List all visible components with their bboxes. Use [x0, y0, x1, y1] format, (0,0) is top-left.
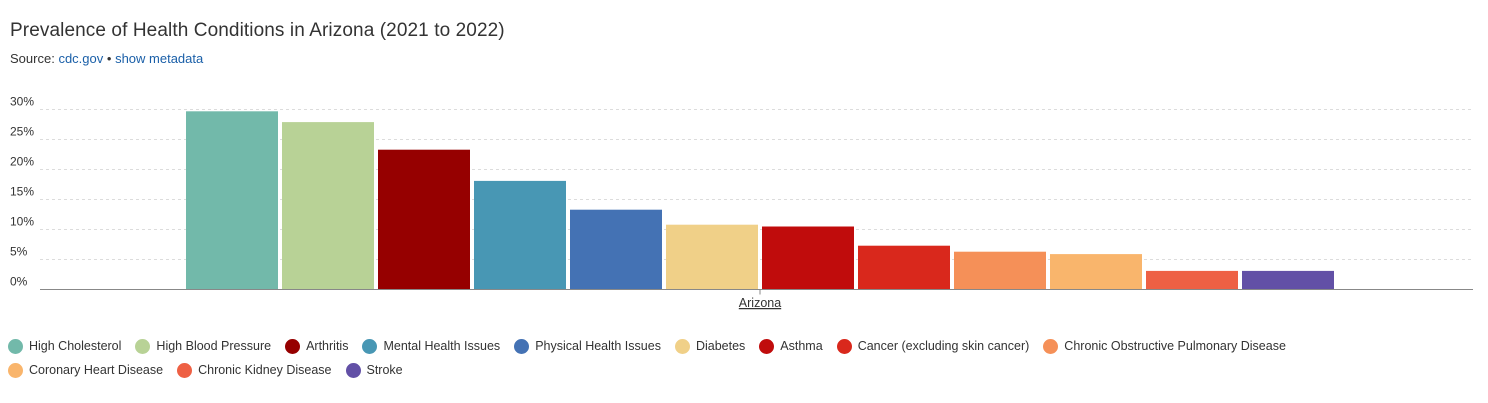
chart-title: Prevalence of Health Conditions in Arizo…: [10, 20, 505, 41]
legend-label: Coronary Heart Disease: [29, 363, 164, 377]
legend-label: Arthritis: [306, 339, 349, 353]
bar-stroke: [1242, 270, 1334, 290]
bar-coronary-heart-disease: [1050, 254, 1142, 290]
bar-asthma: [762, 226, 854, 290]
y-tick-label: 30%: [10, 95, 34, 109]
legend-item[interactable]: High Cholesterol: [8, 338, 121, 354]
legend-label: Diabetes: [695, 339, 746, 353]
legend-swatch: [285, 338, 301, 354]
y-tick-label: 10%: [10, 215, 34, 229]
y-tick-label: 15%: [10, 185, 34, 199]
bar-diabetes: [666, 224, 758, 290]
legend-swatch: [345, 362, 361, 378]
legend-item[interactable]: Chronic Obstructive Pulmonary Disease: [1043, 338, 1286, 354]
bar-high-cholesterol: [186, 111, 278, 290]
bar-physical-health-issues: [570, 209, 662, 290]
legend-swatch: [8, 362, 23, 378]
legend-swatch: [8, 338, 23, 354]
bar-chronic-kidney-disease: [1146, 270, 1238, 290]
legend-item[interactable]: Arthritis: [285, 338, 348, 354]
legend-item[interactable]: Mental Health Issues: [362, 338, 500, 354]
y-tick-label: 20%: [10, 155, 34, 169]
bar-mental-health-issues: [474, 180, 566, 290]
bar-chronic-obstructive-pulmonary-disease: [954, 251, 1046, 290]
legend-swatch: [514, 338, 530, 354]
legend-swatch: [759, 338, 775, 354]
legend-item[interactable]: Coronary Heart Disease: [8, 362, 163, 378]
legend-swatch: [836, 338, 852, 354]
legend-item[interactable]: Stroke: [345, 362, 403, 378]
legend-item[interactable]: High Blood Pressure: [135, 338, 271, 354]
legend-item[interactable]: Cancer (excluding skin cancer): [836, 338, 1030, 354]
bar-cancer-excluding-skin-cancer: [858, 245, 950, 290]
chart-legend: High Cholesterol High Blood Pressure Arthr…: [8, 338, 1468, 378]
x-tick-label: Arizona: [739, 296, 781, 310]
source-separator: •: [106, 51, 112, 66]
legend-label: Chronic Kidney Disease: [198, 363, 332, 377]
legend-item[interactable]: Chronic Kidney Disease: [177, 362, 332, 378]
legend-label: High Cholesterol: [29, 339, 122, 353]
legend-item[interactable]: Physical Health Issues: [514, 338, 661, 354]
source-line: Source: cdc.gov • show metadata: [10, 51, 203, 66]
legend-swatch: [674, 338, 690, 354]
y-tick-label: 25%: [10, 125, 34, 139]
legend-item[interactable]: Asthma: [759, 338, 823, 354]
bar-arthritis: [378, 149, 470, 290]
y-tick-label: 5%: [10, 245, 28, 259]
source-prefix: Source:: [10, 51, 55, 66]
legend-swatch: [362, 338, 378, 354]
legend-swatch: [135, 338, 151, 354]
legend-swatch: [1043, 338, 1059, 354]
legend-label: Chronic Obstructive Pulmonary Disease: [1064, 339, 1286, 353]
legend-label: Cancer (excluding skin cancer): [857, 339, 1030, 353]
y-tick-label: 0%: [10, 275, 28, 289]
legend-label: Asthma: [780, 339, 823, 353]
legend-label: Stroke: [366, 363, 403, 377]
source-link[interactable]: cdc.gov: [58, 51, 104, 66]
legend-item[interactable]: Diabetes: [674, 338, 746, 354]
legend-label: Physical Health Issues: [535, 339, 661, 353]
bar-high-blood-pressure: [282, 122, 374, 290]
legend-swatch: [177, 362, 193, 378]
legend-label: High Blood Pressure: [156, 339, 272, 353]
show-metadata-link[interactable]: show metadata: [115, 51, 204, 66]
bar-chart: 0% 5% 10% 15% 20% 25% 30% Arizona: [10, 95, 1473, 310]
legend-label: Mental Health Issues: [383, 339, 501, 353]
